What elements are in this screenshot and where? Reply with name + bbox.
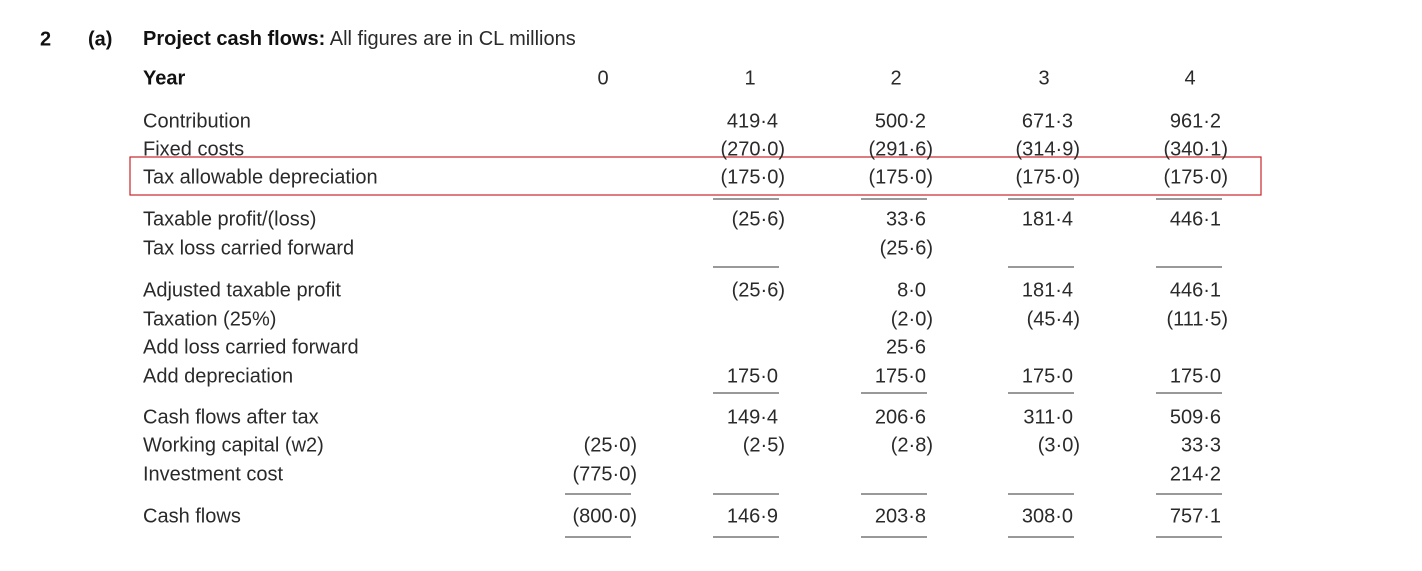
cell-value: 671·3	[1022, 110, 1073, 132]
heading-title: Project cash flows:	[143, 28, 325, 50]
cell-value: 206·6	[875, 406, 926, 428]
row-label: Tax allowable depreciation	[143, 166, 378, 188]
cell-value: 509·6	[1170, 406, 1221, 428]
cell-value: (25·6)	[880, 237, 933, 259]
cell-value: 181·4	[1022, 279, 1073, 301]
cell-value: (175·0)	[869, 166, 933, 188]
cell-value: 446·1	[1170, 279, 1221, 301]
column-header: 0	[597, 67, 608, 89]
cell-value: 175·0	[1170, 365, 1221, 387]
cell-value: 8·0	[897, 279, 926, 301]
cell-value: (340·1)	[1164, 138, 1228, 160]
cell-value: (25·6)	[732, 279, 785, 301]
cell-value: 33·6	[886, 208, 926, 230]
cell-value: 175·0	[875, 365, 926, 387]
column-header: 2	[890, 67, 901, 89]
cell-value: 757·1	[1170, 505, 1221, 527]
cell-value: (175·0)	[721, 166, 785, 188]
cell-value: 175·0	[1022, 365, 1073, 387]
cell-value: (2·5)	[743, 434, 785, 456]
row-label: Cash flows	[143, 505, 241, 527]
cell-value: (111·5)	[1166, 308, 1228, 330]
column-header: Year	[143, 67, 185, 89]
cell-value: (800·0)	[573, 505, 637, 527]
cell-value: 25·6	[886, 336, 926, 358]
row-label: Contribution	[143, 110, 251, 132]
column-header: 1	[744, 67, 755, 89]
cell-value: (291·6)	[869, 138, 933, 160]
cell-value: (3·0)	[1038, 434, 1080, 456]
cell-value: 33·3	[1181, 434, 1221, 456]
cell-value: 214·2	[1170, 463, 1221, 485]
row-label: Investment cost	[143, 463, 284, 485]
row-label: Add loss carried forward	[143, 336, 359, 358]
cell-value: 146·9	[727, 505, 778, 527]
cell-value: 308·0	[1022, 505, 1073, 527]
heading: Project cash flows: All figures are in C…	[143, 28, 576, 50]
question-number: 2	[40, 28, 51, 50]
cell-value: 149·4	[727, 406, 778, 428]
cell-value: (2·8)	[891, 434, 933, 456]
cell-value: 446·1	[1170, 208, 1221, 230]
cell-value: (25·0)	[584, 434, 637, 456]
row-label: Tax loss carried forward	[143, 237, 354, 259]
heading-subtitle: All figures are in CL millions	[330, 28, 576, 50]
cell-value: 175·0	[727, 365, 778, 387]
cell-value: (270·0)	[721, 138, 785, 160]
cell-value: (775·0)	[573, 463, 637, 485]
row-label: Add depreciation	[143, 365, 293, 387]
row-label: Fixed costs	[143, 138, 244, 160]
row-label: Taxation (25%)	[143, 308, 276, 330]
cell-value: 961·2	[1170, 110, 1221, 132]
cell-value: 203·8	[875, 505, 926, 527]
cell-value: 500·2	[875, 110, 926, 132]
cell-value: (2·0)	[891, 308, 933, 330]
cell-value: 419·4	[727, 110, 778, 132]
cell-value: (175·0)	[1164, 166, 1228, 188]
cell-value: (45·4)	[1027, 308, 1080, 330]
column-header: 4	[1184, 67, 1195, 89]
row-label: Cash flows after tax	[143, 406, 319, 428]
row-label: Adjusted taxable profit	[143, 279, 341, 301]
cell-value: (175·0)	[1016, 166, 1080, 188]
cell-value: 181·4	[1022, 208, 1073, 230]
question-part: (a)	[88, 28, 112, 50]
row-label: Working capital (w2)	[143, 434, 324, 456]
row-label: Taxable profit/(loss)	[143, 208, 316, 230]
cell-value: (25·6)	[732, 208, 785, 230]
cell-value: (314·9)	[1016, 138, 1080, 160]
cell-value: 311·0	[1023, 406, 1073, 428]
column-header: 3	[1038, 67, 1049, 89]
highlight-box	[129, 156, 1262, 196]
